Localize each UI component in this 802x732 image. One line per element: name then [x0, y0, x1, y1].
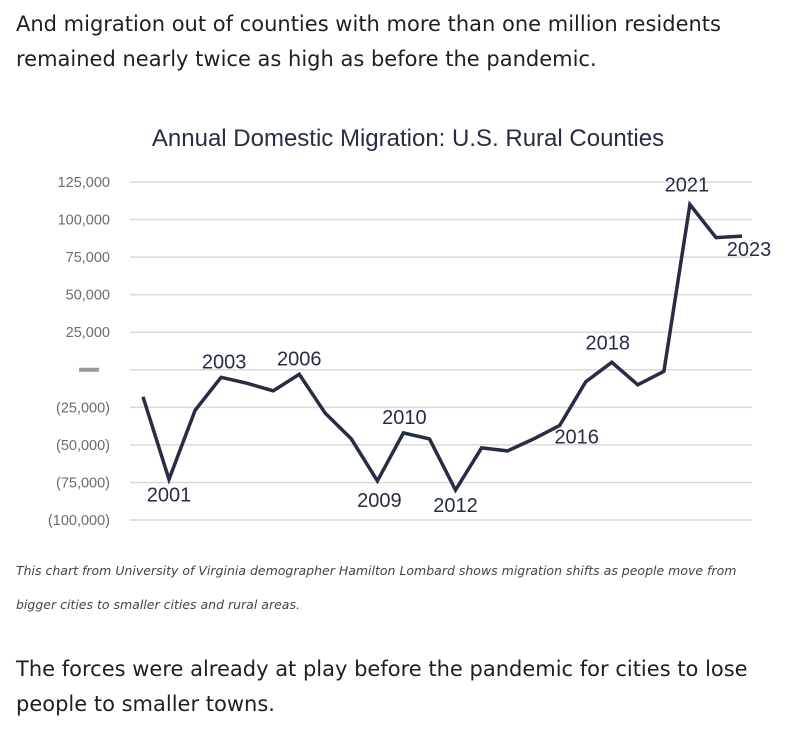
- migration-line-chart: Annual Domestic Migration: U.S. Rural Co…: [48, 125, 771, 529]
- series-line: [141, 200, 743, 494]
- year-label-2018: 2018: [586, 332, 631, 354]
- y-tick-label: 25,000: [66, 325, 110, 341]
- y-tick-label: 100,000: [58, 213, 110, 229]
- y-tick-label: 50,000: [66, 288, 110, 304]
- paragraph-top: And migration out of counties with more …: [16, 12, 721, 71]
- chart-caption: This chart from University of Virginia d…: [16, 563, 737, 612]
- year-label-2009: 2009: [357, 490, 402, 512]
- year-label-2023: 2023: [727, 239, 772, 261]
- year-label-2003: 2003: [202, 351, 247, 373]
- y-tick-label: (75,000): [56, 475, 110, 491]
- year-label-2021: 2021: [665, 175, 710, 197]
- paragraph-bottom: The forces were already at play before t…: [16, 657, 748, 716]
- y-tick-label: 125,000: [58, 175, 110, 191]
- year-label-2010: 2010: [382, 407, 427, 429]
- year-label-2001: 2001: [147, 484, 192, 506]
- y-tick-label: 75,000: [66, 250, 110, 266]
- y-axis-tick-labels: 125,000 100,000 75,000 50,000 25,000 (25,000)…: [48, 175, 110, 529]
- chart-title: Annual Domestic Migration: U.S. Rural Co…: [152, 125, 664, 152]
- series-layer: [141, 200, 743, 494]
- y-tick-label: (50,000): [56, 438, 110, 454]
- y-tick-zero-dash: [79, 367, 99, 372]
- year-label-2012: 2012: [433, 495, 478, 517]
- y-tick-label: (100,000): [48, 513, 110, 529]
- gridlines: [130, 181, 752, 521]
- year-annotations: 2001 2003 2006 2009 2010 2012 2016 2018 2021 2023: [147, 175, 771, 517]
- y-tick-label: (25,000): [56, 400, 110, 416]
- year-label-2006: 2006: [277, 348, 322, 370]
- year-label-2016: 2016: [554, 426, 599, 448]
